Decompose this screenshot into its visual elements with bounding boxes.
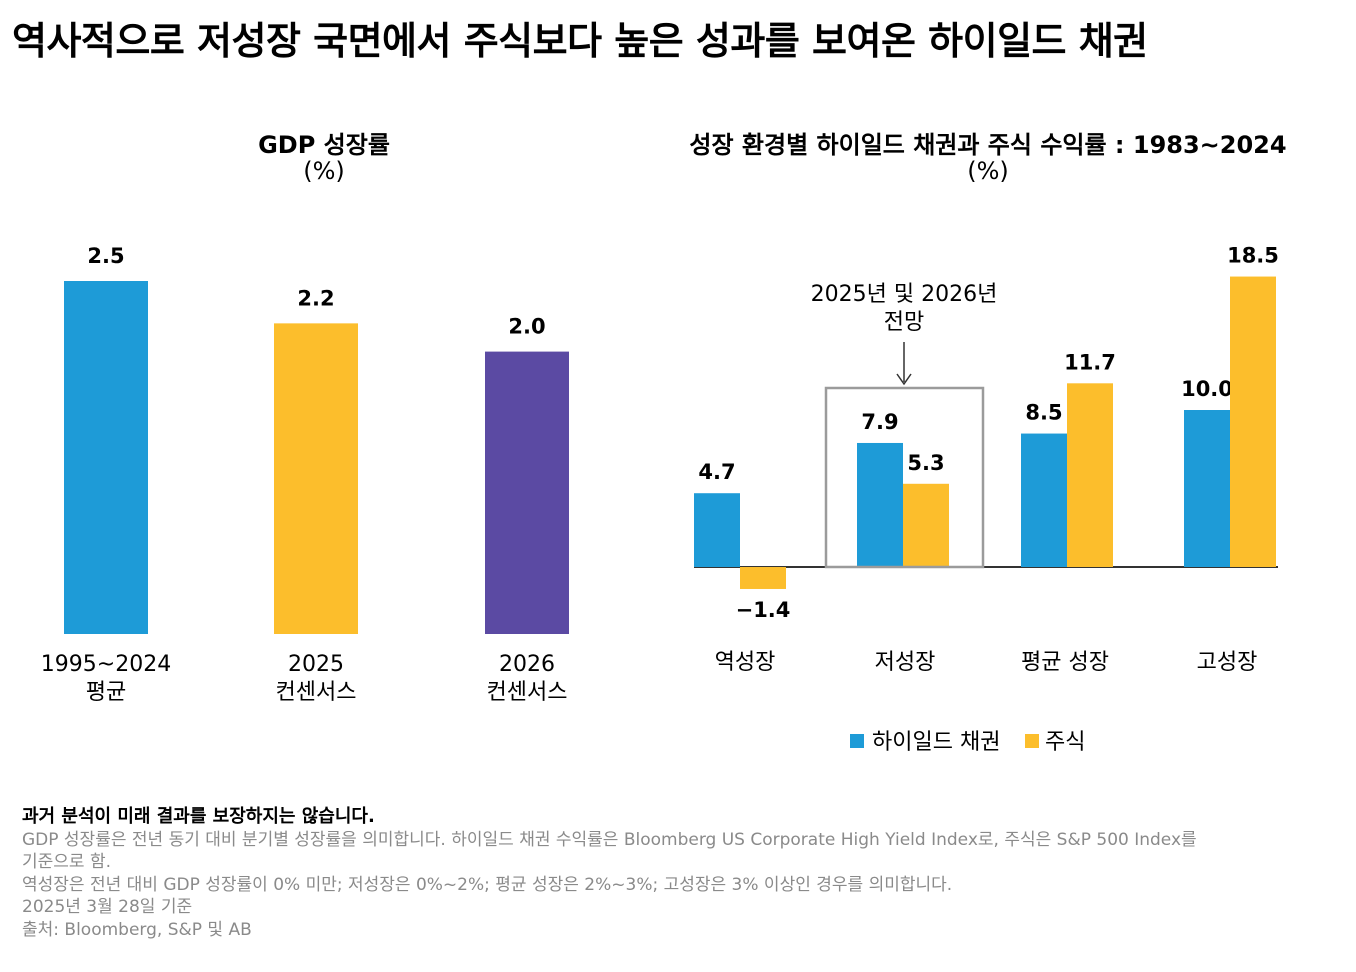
footer-line: GDP 성장률은 전년 동기 대비 분기별 성장률을 의미합니다. 하이일드 채…	[22, 829, 1197, 850]
legend-swatch	[1025, 734, 1039, 748]
gdp-category-label: 2025	[288, 652, 344, 677]
footer-line: 2025년 3월 28일 기준	[22, 897, 193, 918]
return-bar	[903, 483, 949, 567]
charts-svg: 2.5 1995~2024 평균 2.2 2025 컨센서스 2.0 2026 컨센서스 4.7…	[41, 244, 1279, 755]
page-title: 역사적으로 저성장 국면에서 주식보다 높은 성과를 보여온 하이일드 채권	[12, 19, 1148, 63]
legend-label: 주식	[1045, 730, 1085, 755]
left-chart-title: GDP 성장률	[258, 131, 390, 159]
gdp-category-label: 평균	[86, 680, 126, 705]
footer-line: 역성장은 전년 대비 GDP 성장률이 0% 미만; 저성장은 0%~2%; 평…	[22, 874, 953, 895]
gdp-bar	[485, 351, 569, 634]
gdp-bar	[274, 323, 358, 634]
return-value-label: 7.9	[861, 410, 898, 434]
annotation-arrowhead	[896, 373, 912, 386]
return-bar	[694, 493, 740, 567]
gdp-category-label: 1995~2024	[41, 652, 171, 677]
footer-line: 기준으로 함.	[22, 852, 112, 873]
gdp-category-label: 컨센서스	[487, 680, 568, 705]
footer-notes: 과거 분석이 미래 결과를 보장하지는 않습니다. GDP 성장률은 전년 동기…	[22, 806, 1342, 942]
growth-category-label: 역성장	[715, 650, 776, 675]
growth-category-label: 저성장	[875, 650, 936, 675]
disclaimer: 과거 분석이 미래 결과를 보장하지는 않습니다.	[22, 806, 375, 827]
return-bar	[740, 567, 786, 589]
forecast-highlight-box	[824, 386, 985, 569]
gdp-value-label: 2.2	[297, 286, 334, 310]
legend-swatch	[850, 734, 864, 748]
return-bar	[857, 442, 903, 567]
return-bar	[1067, 383, 1113, 567]
left-chart-unit: (%)	[303, 157, 345, 185]
right-chart-unit: (%)	[967, 157, 1009, 185]
return-value-label: 4.7	[698, 460, 735, 484]
returns-by-growth-chart: 4.7 7.9 8.5 10.0 −1.4 5.3 11.7 18.5 역성장 저성장 평균 성장 고…	[694, 244, 1279, 755]
forecast-annotation-text: 전망	[884, 310, 924, 335]
return-bar	[1021, 433, 1067, 567]
legend-label: 하이일드 채권	[872, 730, 1000, 755]
gdp-category-label: 컨센서스	[276, 680, 357, 705]
return-value-label: 18.5	[1227, 244, 1279, 268]
growth-category-label: 고성장	[1197, 650, 1258, 675]
return-value-label: 8.5	[1025, 401, 1062, 425]
return-bar	[1184, 410, 1230, 567]
gdp-value-label: 2.5	[87, 244, 124, 268]
return-value-label: 5.3	[907, 451, 944, 475]
gdp-bar	[64, 281, 148, 634]
return-value-label: 10.0	[1181, 377, 1233, 401]
right-chart-title: 성장 환경별 하이일드 채권과 주식 수익률 : 1983~2024	[689, 131, 1287, 159]
gdp-category-label: 2026	[499, 652, 555, 677]
return-bar	[1230, 276, 1276, 567]
gdp-growth-chart: 2.5 1995~2024 평균 2.2 2025 컨센서스 2.0 2026 컨센서스	[41, 244, 569, 705]
forecast-annotation-text: 2025년 및 2026년	[811, 282, 998, 307]
gdp-value-label: 2.0	[508, 315, 545, 339]
return-value-label: −1.4	[736, 598, 791, 622]
return-value-label: 11.7	[1064, 350, 1116, 374]
footer-line: 출처: Bloomberg, S&P 및 AB	[22, 919, 252, 940]
growth-category-label: 평균 성장	[1021, 650, 1109, 675]
